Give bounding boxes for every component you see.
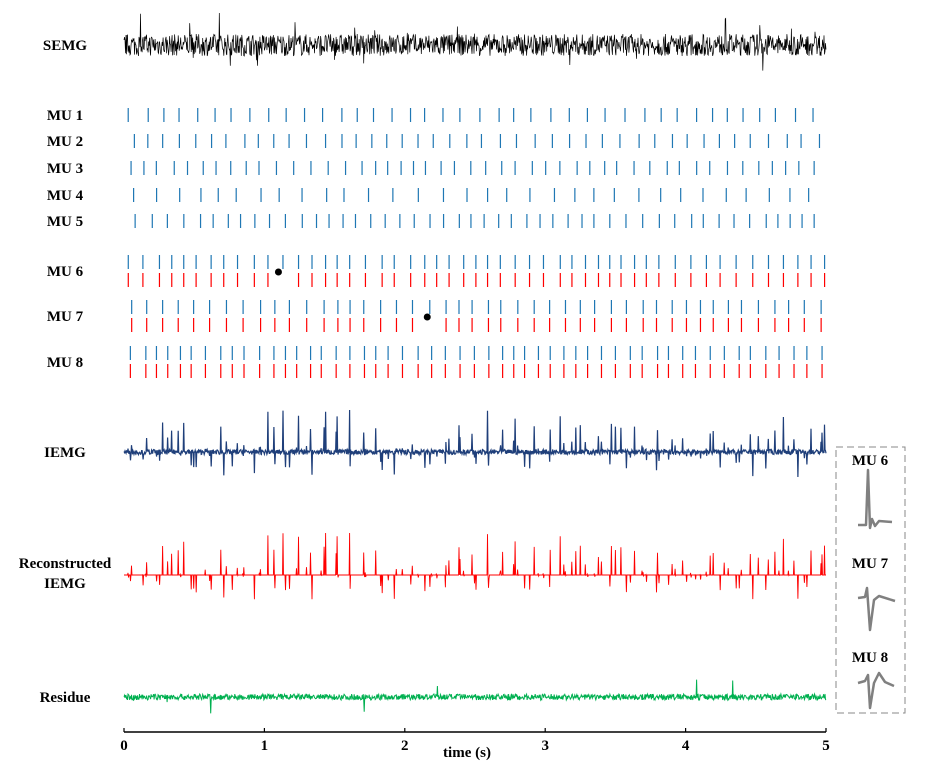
template-waveform-1 [858, 468, 893, 530]
template-label-3: MU 8 [852, 650, 888, 666]
label-mu-4: MU 4 [47, 188, 84, 204]
label-mu-5: MU 5 [47, 214, 83, 230]
label-semg: SEMG [43, 38, 88, 54]
label-residue: Residue [40, 690, 91, 706]
x-axis-label: time (s) [443, 745, 491, 761]
label-mu-6: MU 6 [47, 264, 84, 280]
residue-trace [123, 679, 827, 714]
missed-spike-marker-mu6 [274, 268, 282, 276]
label-mu-2: MU 2 [47, 134, 83, 150]
label-reconstructed-iemg: IEMG [44, 576, 86, 592]
template-waveform-3 [857, 671, 895, 710]
label-reconstructed: Reconstructed [19, 556, 112, 572]
template-box [835, 446, 906, 714]
missed-spike-marker-mu7 [423, 313, 431, 321]
x-tick-label: 2 [401, 738, 409, 754]
template-label-2: MU 7 [852, 556, 889, 572]
iemg-trace [123, 409, 827, 478]
label-mu-8: MU 8 [47, 355, 83, 371]
x-tick-label: 5 [822, 738, 830, 754]
label-mu-7: MU 7 [47, 309, 84, 325]
reconstructed-iemg-trace [124, 532, 826, 600]
x-tick-label: 0 [120, 738, 128, 754]
label-mu-1: MU 1 [47, 108, 83, 124]
x-tick-label: 3 [541, 738, 549, 754]
x-tick-label: 1 [261, 738, 269, 754]
template-label-1: MU 6 [852, 453, 889, 469]
label-mu-3: MU 3 [47, 161, 83, 177]
semg-trace [123, 12, 827, 71]
label-iemg: IEMG [44, 445, 86, 461]
x-tick-label: 4 [682, 738, 690, 754]
template-waveform-2 [857, 586, 896, 632]
